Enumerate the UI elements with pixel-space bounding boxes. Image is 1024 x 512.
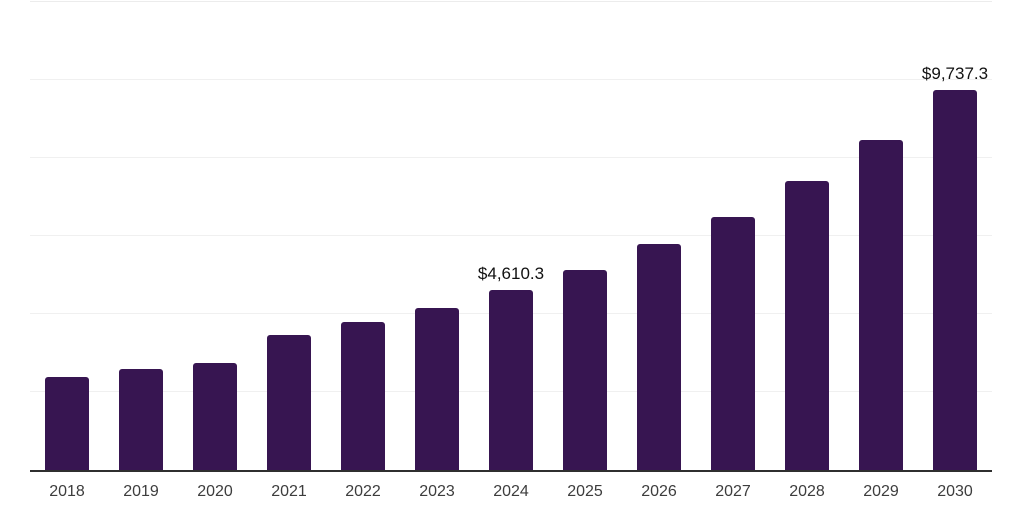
x-tick-label-2024: 2024 [493, 483, 529, 500]
x-tick-label-2025: 2025 [567, 483, 603, 500]
gridline-10000 [30, 79, 992, 80]
plot-area: $4,610.3 $9,737.3 [30, 1, 992, 470]
x-tick-label-2022: 2022 [345, 483, 381, 500]
bar-2021[interactable] [267, 335, 311, 470]
bar-value-label-2030: $9,737.3 [921, 64, 989, 84]
gridline-6000 [30, 235, 992, 236]
bar-2028[interactable] [785, 180, 829, 470]
x-tick-label-2028: 2028 [789, 483, 825, 500]
x-tick-label-2027: 2027 [715, 483, 751, 500]
x-tick-label-2029: 2029 [863, 483, 899, 500]
bar-2019[interactable] [119, 369, 163, 470]
x-tick-label-2019: 2019 [123, 483, 159, 500]
bar-2022[interactable] [341, 322, 385, 470]
x-axis-tick-labels: 2018 2019 2020 2021 2022 2023 2024 2025 2026 2027… [0, 482, 1024, 506]
bar-2029[interactable] [859, 139, 903, 470]
bar-2023[interactable] [415, 308, 459, 470]
x-tick-label-2018: 2018 [49, 483, 85, 500]
bar-2020[interactable] [193, 362, 237, 470]
bar-value-label-2024: $4,610.3 [477, 264, 545, 284]
x-tick-label-2020: 2020 [197, 483, 233, 500]
x-tick-label-2023: 2023 [419, 483, 455, 500]
x-tick-label-2021: 2021 [271, 483, 307, 500]
gridline-12000 [30, 1, 992, 2]
bar-2018[interactable] [45, 376, 89, 470]
bar-2027[interactable] [711, 216, 755, 470]
x-axis-line [30, 470, 992, 472]
bar-2026[interactable] [637, 244, 681, 470]
bar-2025[interactable] [563, 270, 607, 470]
gridline-8000 [30, 157, 992, 158]
x-tick-label-2030: 2030 [937, 483, 973, 500]
x-tick-label-2026: 2026 [641, 483, 677, 500]
bar-2024[interactable] [489, 290, 533, 470]
bar-2030[interactable] [933, 90, 977, 470]
